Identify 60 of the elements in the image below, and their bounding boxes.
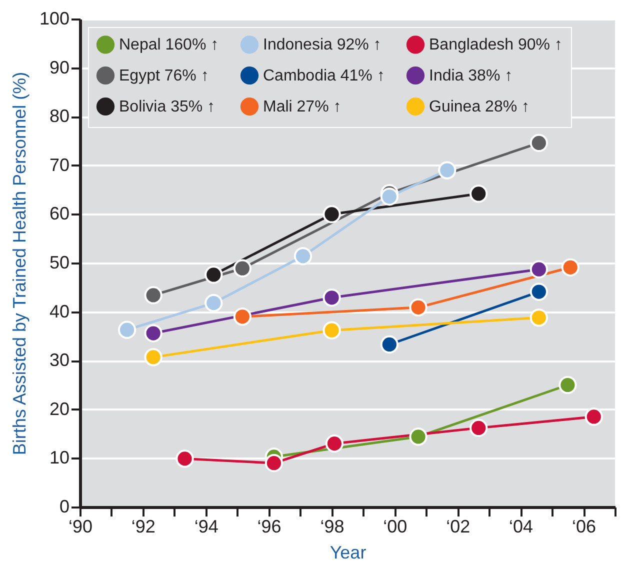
point	[322, 288, 341, 307]
point	[144, 286, 162, 304]
y-tick-label: 80	[49, 106, 70, 126]
legend-label: India 38% ↑	[429, 68, 513, 84]
legend-label: Egypt 76% ↑	[119, 68, 209, 84]
y-tick-label: 30	[49, 350, 70, 370]
legend-label: Nepal 160% ↑	[119, 36, 219, 54]
y-tick-label: 40	[49, 301, 70, 322]
point	[322, 321, 341, 340]
y-tick-label: 100	[39, 8, 70, 28]
point	[584, 408, 603, 426]
x-tick-label: ‘04	[509, 516, 534, 536]
x-tick-label: ‘02	[446, 516, 470, 536]
y-axis-title: Births Assisted by Trained Health Personnel (%)	[9, 72, 30, 456]
point	[204, 266, 223, 284]
x-tick-label: ‘00	[383, 516, 408, 536]
point	[470, 418, 488, 437]
legend-label: Cambodia 41% ↑	[263, 68, 385, 84]
legend-label: Mali 27% ↑	[263, 98, 342, 116]
point	[322, 205, 341, 224]
y-tick-label: 10	[49, 448, 70, 468]
legend-label: Indonesia 92% ↑	[263, 36, 382, 54]
point	[530, 308, 548, 327]
point	[325, 434, 344, 453]
point	[233, 308, 252, 326]
point	[558, 376, 577, 394]
x-tick-label: ‘90	[68, 516, 93, 536]
y-tick-label: 20	[49, 398, 70, 419]
point	[409, 298, 428, 316]
point	[233, 259, 252, 278]
point	[144, 348, 162, 366]
point	[380, 188, 398, 206]
point	[176, 450, 194, 468]
point	[561, 258, 580, 276]
legend-label: Bangladesh 90% ↑	[429, 36, 562, 54]
point	[294, 247, 312, 266]
y-tick-label: 0	[59, 496, 70, 516]
point	[264, 454, 284, 472]
point	[530, 260, 548, 278]
y-tick-label: 70	[49, 154, 70, 175]
point	[530, 134, 548, 152]
point	[380, 335, 398, 354]
point	[144, 324, 162, 342]
point	[118, 320, 136, 339]
y-tick-label: 90	[49, 57, 70, 78]
point	[470, 184, 488, 203]
point	[530, 282, 548, 301]
legend-label: Bolivia 35% ↑	[119, 98, 216, 116]
point	[409, 428, 428, 446]
y-tick-label: 50	[49, 252, 70, 272]
point	[438, 161, 456, 180]
x-tick-label: ‘92	[131, 516, 156, 536]
y-tick-label: 60	[49, 204, 70, 224]
x-tick-label: ‘98	[320, 516, 344, 536]
x-tick-label: ‘06	[572, 516, 596, 536]
x-tick-label: ‘94	[194, 516, 218, 536]
legend-label: Guinea 28% ↑	[429, 98, 530, 116]
x-tick-label: ‘96	[257, 516, 282, 536]
point	[204, 294, 223, 312]
x-axis-title: Year	[330, 542, 366, 562]
